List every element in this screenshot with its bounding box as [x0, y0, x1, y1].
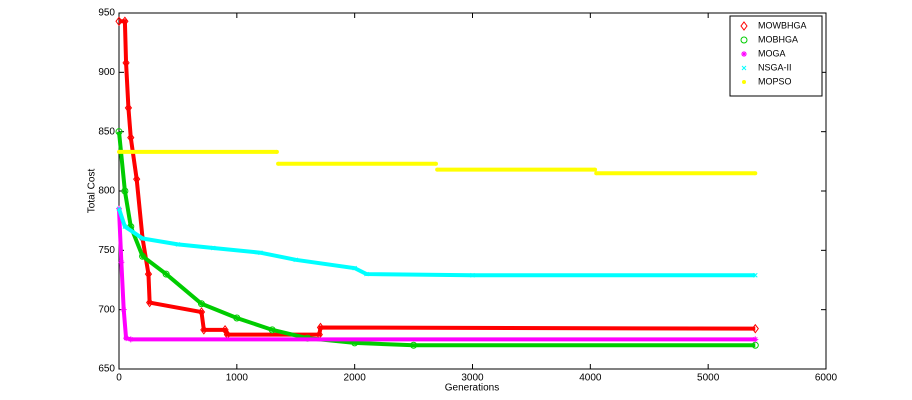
marker: [752, 336, 759, 343]
x-tick-label: 0: [116, 373, 122, 384]
plot-area: [118, 12, 827, 370]
marker: [200, 325, 208, 335]
series-line: [117, 131, 756, 348]
marker: [115, 16, 123, 27]
legend-label: MOGA: [758, 48, 786, 58]
marker: [175, 242, 181, 247]
legend-label: MOWBHGA: [758, 20, 807, 30]
marker: [352, 265, 358, 271]
y-tick-label: 900: [98, 67, 115, 78]
marker: [740, 21, 748, 31]
marker: [233, 314, 241, 322]
legend-label: MOBHGA: [758, 34, 798, 44]
marker: [276, 161, 281, 166]
series-line: [117, 208, 756, 342]
y-tick-label: 800: [98, 186, 115, 197]
marker: [210, 245, 216, 251]
x-tick-label: 3000: [461, 373, 484, 384]
x-tick-label: 6000: [815, 373, 838, 384]
marker: [162, 270, 170, 278]
y-tick-label: 650: [98, 364, 115, 375]
y-tick-label: 950: [98, 8, 115, 19]
x-tick-label: 2000: [344, 373, 367, 384]
y-tick-label: 750: [98, 245, 115, 256]
series: [115, 16, 759, 340]
series: [117, 149, 758, 176]
marker: [433, 161, 438, 166]
marker: [470, 272, 475, 278]
y-axis-label: Total Cost: [87, 169, 98, 214]
marker: [740, 36, 748, 44]
marker: [122, 224, 128, 229]
marker: [120, 306, 127, 313]
marker: [121, 187, 129, 195]
marker: [594, 171, 599, 176]
y-tick-label: 700: [98, 304, 115, 315]
x-tick-label: 4000: [579, 373, 602, 384]
marker: [146, 297, 154, 308]
marker: [753, 171, 758, 176]
marker: [751, 323, 759, 334]
legend: MOWBHGA MOBHGA MOGA NSGA-II MOPSO: [729, 15, 823, 97]
marker: [742, 80, 746, 84]
series: [116, 206, 758, 278]
marker: [268, 326, 276, 334]
marker: [258, 250, 263, 256]
marker: [316, 322, 325, 333]
x-tick-label: 1000: [226, 373, 249, 384]
marker: [122, 58, 130, 68]
x-tick-label: 5000: [697, 373, 720, 384]
marker: [121, 16, 129, 27]
legend-label: MOPSO: [758, 76, 792, 86]
marker: [118, 259, 125, 266]
marker: [127, 132, 135, 143]
marker: [435, 167, 440, 172]
marker: [115, 128, 123, 136]
marker: [593, 167, 598, 172]
marker: [197, 307, 206, 317]
marker: [410, 341, 418, 349]
marker: [741, 51, 747, 57]
legend-label: NSGA-II: [758, 62, 792, 72]
marker: [144, 269, 153, 279]
marker: [741, 65, 747, 71]
marker: [274, 149, 279, 154]
marker: [197, 300, 205, 308]
marker: [124, 103, 133, 113]
marker: [127, 336, 134, 343]
series: [115, 128, 759, 349]
y-tick-label: 850: [98, 126, 115, 137]
marker: [117, 149, 121, 154]
series-line: [119, 19, 756, 337]
marker: [139, 252, 147, 260]
marker: [752, 272, 758, 278]
marker: [123, 335, 130, 342]
marker: [133, 174, 141, 184]
marker: [364, 271, 369, 277]
marker: [116, 206, 122, 212]
marker: [140, 236, 145, 241]
x-axis-label: Generations: [445, 383, 499, 394]
marker: [293, 257, 299, 263]
